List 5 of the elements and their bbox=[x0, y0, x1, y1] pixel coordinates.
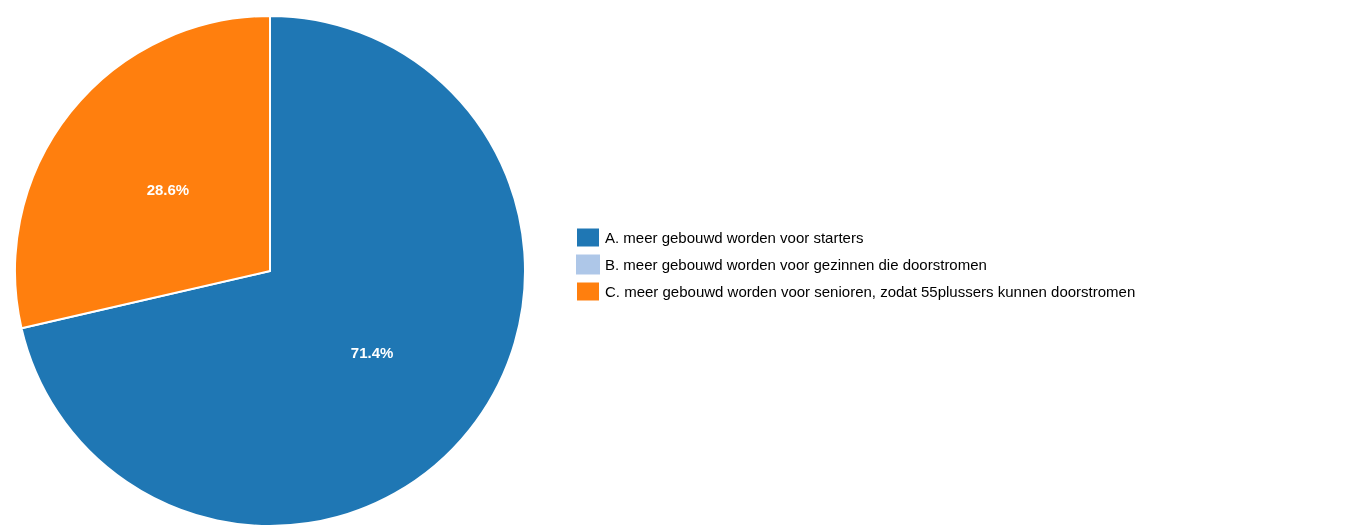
data-label: 28.6% bbox=[146, 181, 190, 199]
data-label: 71.4% bbox=[350, 343, 394, 361]
legend-label: C. meer gebouwd worden voor senioren, zodat 55plussers kunnen doorstromen bbox=[605, 283, 1136, 300]
legend-label: B. meer gebouwd worden voor gezinnen die doorstromen bbox=[605, 256, 987, 273]
legend-label: A. meer gebouwd worden voor starters bbox=[605, 229, 864, 246]
